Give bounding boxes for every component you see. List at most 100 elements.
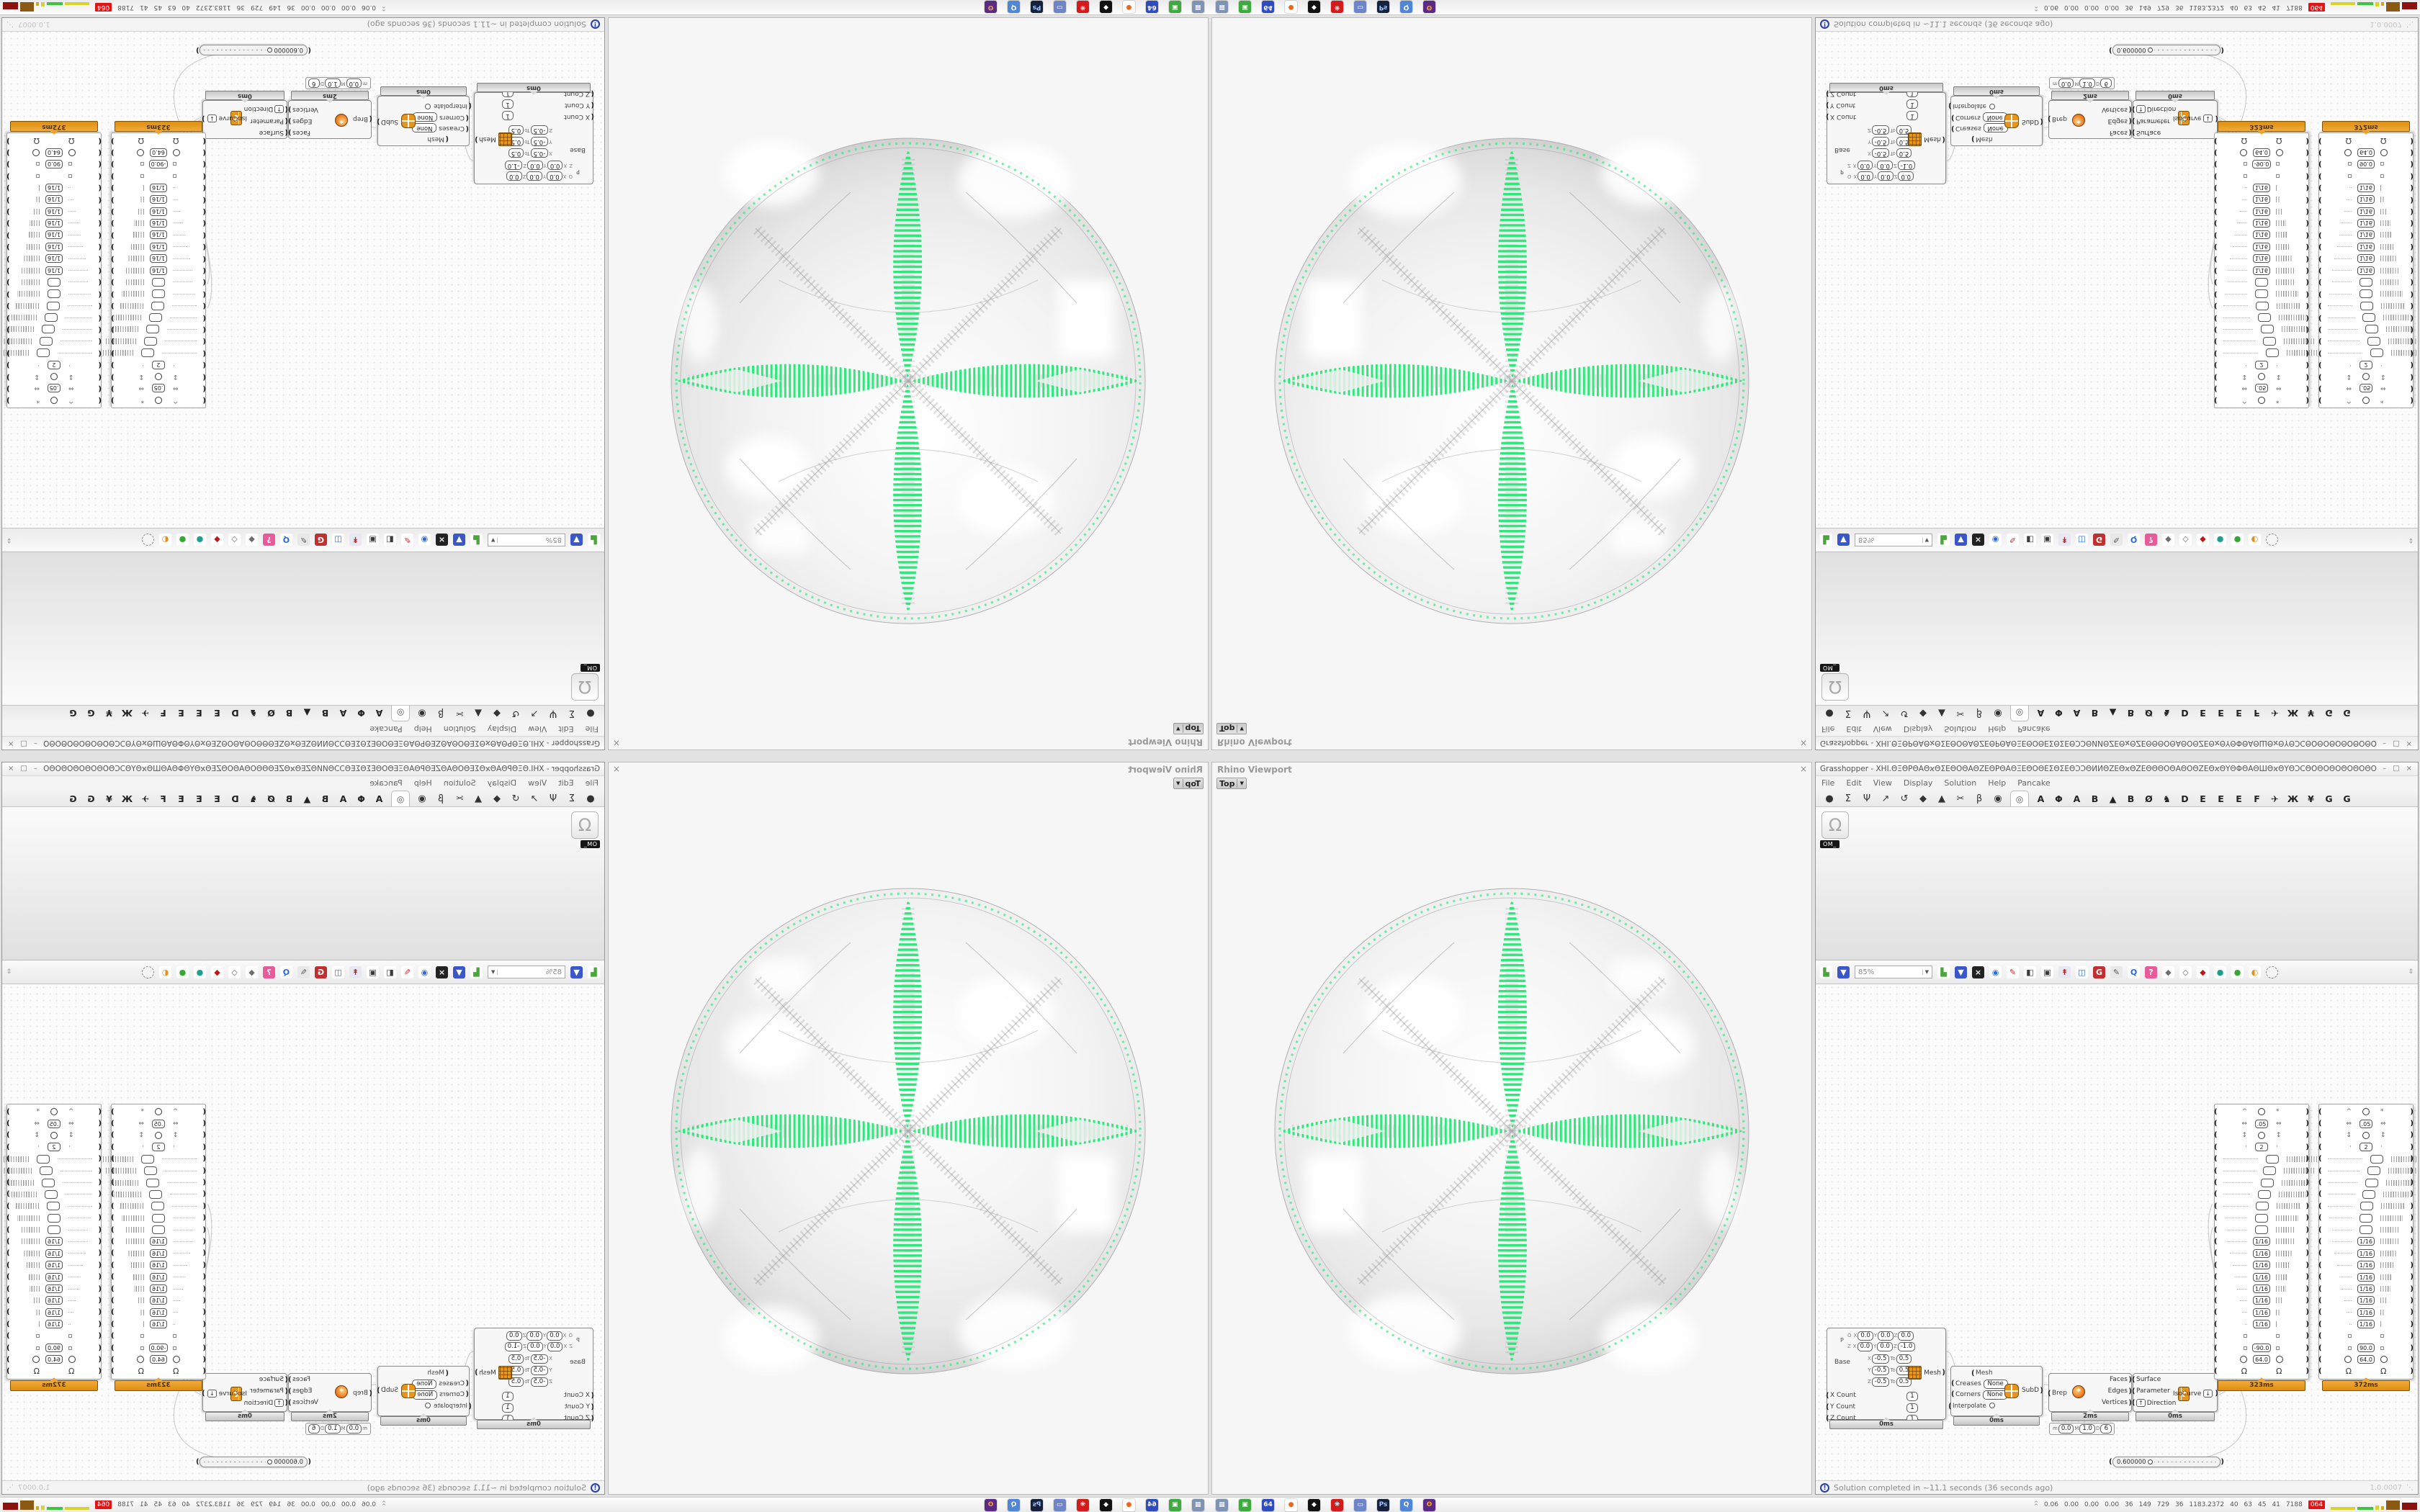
menu-item-pancake[interactable]: Pancake — [2017, 724, 2051, 734]
panel-row[interactable]: ^* — [7, 395, 101, 406]
category-tab-icon[interactable]: ✂ — [1956, 793, 1965, 804]
panel-row[interactable] — [2214, 1176, 2311, 1188]
number-slider[interactable]: 0.600000 — [2109, 1457, 2224, 1467]
panel-row[interactable] — [2, 347, 101, 359]
plugin-tab[interactable]: Ø — [267, 708, 275, 719]
panel-row[interactable]: 1/16 — [112, 205, 205, 217]
menu-item-pancake[interactable]: Pancake — [369, 778, 403, 788]
panel-row[interactable]: 90.0 — [7, 158, 101, 170]
cluster-white-icon[interactable]: ◇ — [2179, 966, 2192, 978]
camera-icon[interactable]: ▣ — [367, 534, 379, 546]
panel-row[interactable]: ·2· — [2318, 1141, 2414, 1153]
save-file-icon[interactable]: ▼ — [453, 534, 465, 546]
panel-row[interactable]: ·2· — [2215, 359, 2308, 370]
window-buttons[interactable]: – □ × — [2, 765, 43, 773]
category-tab-icon[interactable]: ▲ — [475, 793, 482, 804]
category-tab-icon[interactable]: Ψ — [549, 708, 557, 719]
tab-selected-plugin[interactable]: ◎ — [391, 706, 410, 721]
window-button[interactable]: × — [2406, 765, 2412, 773]
viewport-name-dropdown[interactable]: Top ▼ — [1216, 723, 1247, 734]
resize-grip[interactable]: ⋱ — [2406, 20, 2414, 29]
subd-option-row[interactable]: Creases None — [1955, 1380, 2008, 1390]
window-button[interactable]: – — [33, 765, 37, 773]
panel-row[interactable]: ⇔.05⇔ — [7, 382, 101, 394]
finder-icon[interactable]: Q — [2128, 966, 2140, 978]
panel-row[interactable]: 1/16 — [2214, 1236, 2309, 1247]
panel-row[interactable] — [2215, 312, 2308, 323]
window-button[interactable]: □ — [20, 765, 27, 773]
window-button[interactable]: – — [33, 739, 37, 747]
red-badge-icon[interactable]: ❋ — [1077, 1498, 1089, 1511]
plugin-tab[interactable]: E — [178, 708, 184, 719]
close-icon[interactable]: × — [1799, 738, 1807, 748]
plugin-tab[interactable]: G — [69, 708, 77, 719]
input-row[interactable]: Parameter — [2132, 1387, 2176, 1399]
panel-row[interactable]: 1/16 — [112, 1236, 205, 1247]
category-tab-icon[interactable]: ↺ — [511, 793, 520, 804]
panel-row[interactable]: ⇔.05⇔ — [2318, 1117, 2414, 1129]
subd-option-row[interactable]: Corners None — [412, 1390, 465, 1401]
panel-row[interactable] — [7, 1189, 101, 1200]
panel-row[interactable]: ^* — [112, 1106, 205, 1117]
plugin-tab[interactable]: B — [321, 708, 329, 719]
preview-eye-icon[interactable]: ◉ — [418, 966, 431, 978]
panel-row[interactable]: 1/16 — [7, 1283, 101, 1295]
category-tab-icon[interactable]: ● — [1825, 793, 1834, 804]
cluster-gray-icon[interactable]: ◆ — [2162, 534, 2174, 546]
knob-orange-icon[interactable]: ◐ — [2249, 966, 2261, 978]
cluster-white-icon[interactable]: ◇ — [2179, 534, 2192, 546]
plugin-tab[interactable]: Ж — [2287, 708, 2299, 719]
output-row[interactable]: Edges — [2102, 1387, 2132, 1399]
plugin-tab[interactable]: Ж — [121, 708, 133, 719]
plugin-tab[interactable]: Φ — [357, 793, 365, 804]
plugin-tab[interactable]: Ж — [2287, 793, 2299, 804]
window-button[interactable]: □ — [2393, 739, 2400, 747]
subd-output[interactable]: SubD — [381, 1387, 398, 1394]
node-subd-from-mesh[interactable]: Mesh Creases NoneCorners None Interpolat… — [1948, 1366, 2043, 1426]
panel-row[interactable] — [7, 276, 101, 288]
canvas-scroll-nub[interactable]: ⇕ — [6, 536, 12, 544]
cluster-gray-icon[interactable]: ◆ — [246, 534, 258, 546]
panel-row[interactable] — [112, 276, 205, 288]
number-slider[interactable]: 0.600000 — [200, 1457, 308, 1467]
palette-component-icon[interactable]: Ω — [1821, 673, 1849, 701]
panel-row[interactable]: 64.0 — [2214, 1354, 2309, 1365]
panel-row[interactable] — [2214, 1200, 2309, 1212]
open-file-icon[interactable]: ▙ — [470, 534, 483, 546]
panel-row[interactable]: 1/16 — [7, 1236, 101, 1247]
category-tab-icon[interactable]: ↗ — [1881, 708, 1890, 719]
slider-knob[interactable] — [267, 1459, 273, 1464]
panel-row[interactable]: ↕↕ — [2319, 371, 2413, 382]
panel-row[interactable]: 64.0 — [2215, 146, 2308, 158]
gha-installer-icon[interactable]: G — [315, 534, 327, 546]
isocurve-output[interactable]: IsoCurve ↓ — [206, 114, 247, 122]
knob-teal-icon[interactable]: ● — [2214, 534, 2226, 546]
panel-row[interactable]: ⇔.05⇔ — [112, 382, 205, 394]
panel-row[interactable]: 1/16 — [2319, 205, 2413, 217]
window-button[interactable]: – — [2383, 765, 2387, 773]
node-deconstruct-brep[interactable]: Brep * FacesEdgesVertices 2ms m0.0M1.0D6 — [2048, 77, 2132, 139]
plugin-tab[interactable]: ¥ — [106, 708, 112, 719]
plugin-tab[interactable]: E — [2236, 793, 2242, 804]
cluster-white-icon[interactable]: ◇ — [228, 534, 241, 546]
plugin-tab[interactable]: G — [69, 793, 77, 804]
finder-icon[interactable]: Q — [280, 966, 292, 978]
output-row[interactable]: Vertices — [2102, 102, 2128, 113]
plugin-tab[interactable]: F — [2254, 708, 2260, 719]
plugin-tab[interactable]: Φ — [357, 708, 365, 719]
menu-item-solution[interactable]: Solution — [443, 778, 476, 788]
photoshop-icon[interactable]: Ps — [1377, 1, 1389, 14]
panel-row[interactable] — [2215, 300, 2308, 311]
save-file-icon[interactable]: ▼ — [570, 966, 583, 978]
paint-brush-icon[interactable]: ✎ — [2007, 966, 2019, 978]
expand-output-button[interactable]: ↓ — [207, 1390, 217, 1398]
inkscape-bird-icon[interactable]: ◆ — [1308, 1, 1320, 14]
menu-item-pancake[interactable]: Pancake — [2017, 778, 2051, 788]
preview-plug-icon[interactable]: ◧ — [384, 534, 396, 546]
